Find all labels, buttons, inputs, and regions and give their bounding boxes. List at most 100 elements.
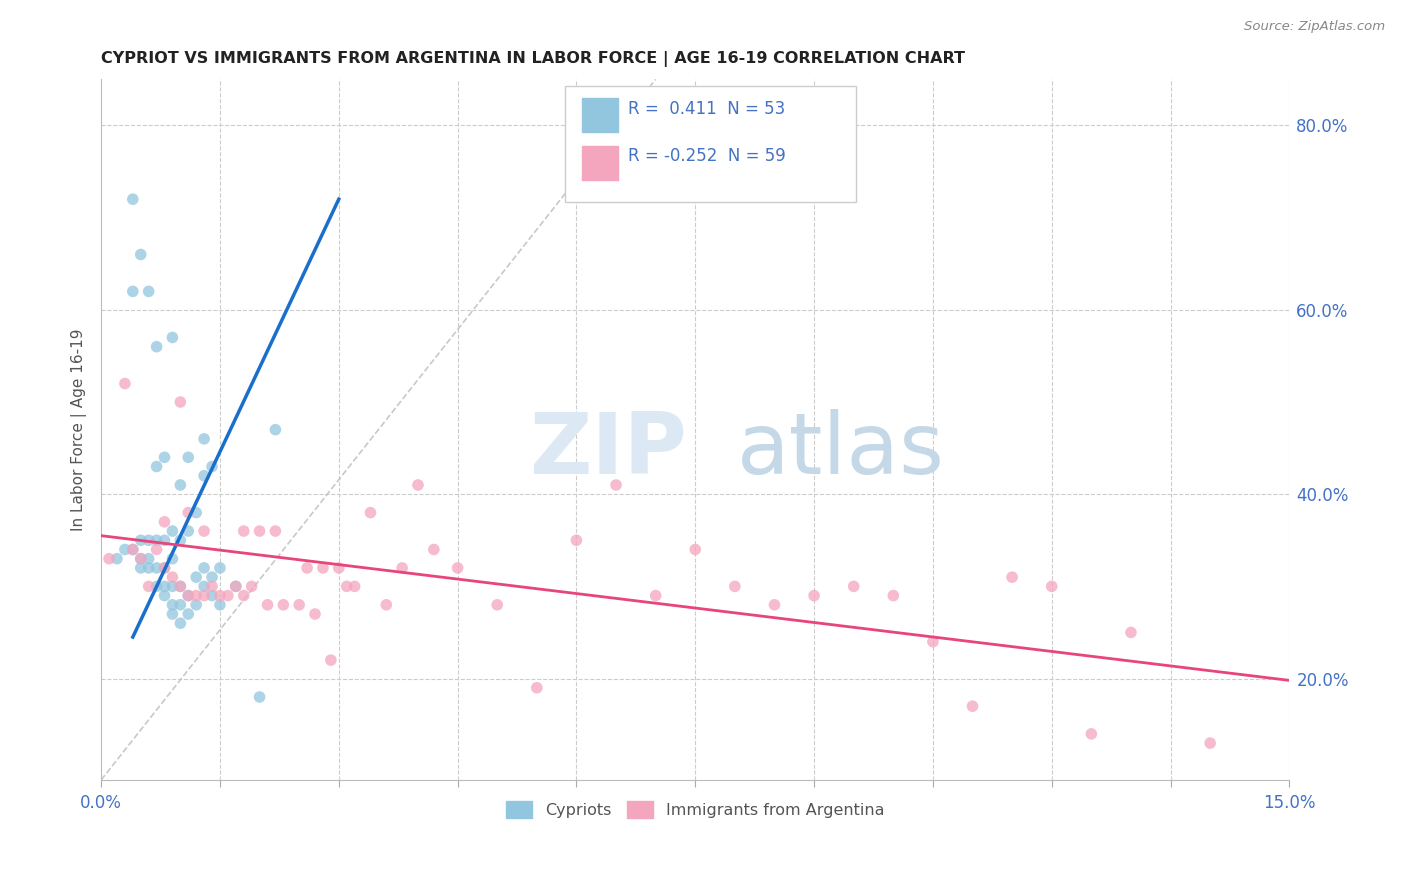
Point bbox=[193, 524, 215, 538]
Point bbox=[446, 561, 468, 575]
Point bbox=[129, 551, 152, 566]
Point bbox=[201, 579, 224, 593]
Point bbox=[962, 699, 984, 714]
Point bbox=[232, 524, 254, 538]
Point bbox=[256, 598, 278, 612]
Point bbox=[98, 551, 121, 566]
Point bbox=[605, 478, 627, 492]
Point bbox=[683, 542, 706, 557]
Point bbox=[177, 524, 200, 538]
Point bbox=[138, 285, 160, 299]
Point bbox=[225, 579, 247, 593]
Point bbox=[169, 395, 191, 409]
Point bbox=[177, 589, 200, 603]
Point bbox=[186, 570, 208, 584]
Text: ZIP: ZIP bbox=[529, 409, 686, 492]
Point bbox=[186, 598, 208, 612]
Text: Source: ZipAtlas.com: Source: ZipAtlas.com bbox=[1244, 20, 1385, 33]
Point bbox=[336, 579, 359, 593]
Point bbox=[273, 598, 295, 612]
Point bbox=[375, 598, 398, 612]
Point bbox=[129, 247, 152, 261]
Bar bbox=[582, 98, 619, 132]
Point bbox=[129, 551, 152, 566]
Point bbox=[249, 524, 271, 538]
Point bbox=[138, 551, 160, 566]
Point bbox=[169, 579, 191, 593]
Point bbox=[169, 598, 191, 612]
Point bbox=[145, 533, 167, 548]
Point bbox=[153, 589, 176, 603]
Point bbox=[201, 589, 224, 603]
Point bbox=[193, 589, 215, 603]
Bar bbox=[582, 146, 619, 179]
Point bbox=[343, 579, 366, 593]
Point bbox=[208, 589, 231, 603]
Point bbox=[177, 450, 200, 465]
Point bbox=[162, 551, 184, 566]
Point bbox=[186, 506, 208, 520]
Point bbox=[217, 589, 239, 603]
Point bbox=[121, 285, 143, 299]
Point bbox=[232, 589, 254, 603]
Text: CYPRIOT VS IMMIGRANTS FROM ARGENTINA IN LABOR FORCE | AGE 16-19 CORRELATION CHAR: CYPRIOT VS IMMIGRANTS FROM ARGENTINA IN … bbox=[101, 51, 965, 67]
Point bbox=[763, 598, 786, 612]
Point bbox=[1199, 736, 1222, 750]
Point bbox=[312, 561, 335, 575]
Point bbox=[193, 432, 215, 446]
Point bbox=[240, 579, 263, 593]
Y-axis label: In Labor Force | Age 16-19: In Labor Force | Age 16-19 bbox=[72, 328, 87, 531]
Point bbox=[391, 561, 413, 575]
Point bbox=[162, 330, 184, 344]
Point bbox=[295, 561, 318, 575]
Point bbox=[208, 561, 231, 575]
Point bbox=[145, 459, 167, 474]
Point bbox=[145, 561, 167, 575]
Point bbox=[105, 551, 128, 566]
Point bbox=[162, 570, 184, 584]
Point bbox=[842, 579, 865, 593]
Point bbox=[922, 634, 945, 648]
Point bbox=[153, 450, 176, 465]
Point bbox=[1001, 570, 1024, 584]
Point bbox=[169, 478, 191, 492]
Point bbox=[162, 524, 184, 538]
Point bbox=[145, 579, 167, 593]
Point bbox=[193, 579, 215, 593]
Point bbox=[526, 681, 548, 695]
Point bbox=[225, 579, 247, 593]
Point bbox=[177, 607, 200, 621]
Point bbox=[169, 616, 191, 631]
Point bbox=[162, 607, 184, 621]
Point bbox=[201, 570, 224, 584]
Point bbox=[145, 542, 167, 557]
Point bbox=[145, 340, 167, 354]
Point bbox=[138, 561, 160, 575]
Point bbox=[486, 598, 509, 612]
Point bbox=[249, 690, 271, 704]
Point bbox=[169, 533, 191, 548]
Point bbox=[803, 589, 825, 603]
Point bbox=[153, 533, 176, 548]
Point bbox=[129, 533, 152, 548]
Point bbox=[208, 598, 231, 612]
Point bbox=[169, 579, 191, 593]
Text: atlas: atlas bbox=[737, 409, 945, 492]
Point bbox=[1119, 625, 1142, 640]
Point bbox=[129, 561, 152, 575]
Point bbox=[724, 579, 747, 593]
Point bbox=[138, 533, 160, 548]
Point bbox=[114, 542, 136, 557]
Point bbox=[423, 542, 446, 557]
Point bbox=[328, 561, 350, 575]
Point bbox=[201, 459, 224, 474]
Point bbox=[193, 561, 215, 575]
Point bbox=[114, 376, 136, 391]
Legend: Cypriots, Immigrants from Argentina: Cypriots, Immigrants from Argentina bbox=[501, 794, 890, 824]
Point bbox=[121, 192, 143, 206]
Point bbox=[565, 533, 588, 548]
Point bbox=[193, 468, 215, 483]
FancyBboxPatch shape bbox=[565, 87, 856, 202]
Point bbox=[1040, 579, 1063, 593]
Point bbox=[186, 589, 208, 603]
